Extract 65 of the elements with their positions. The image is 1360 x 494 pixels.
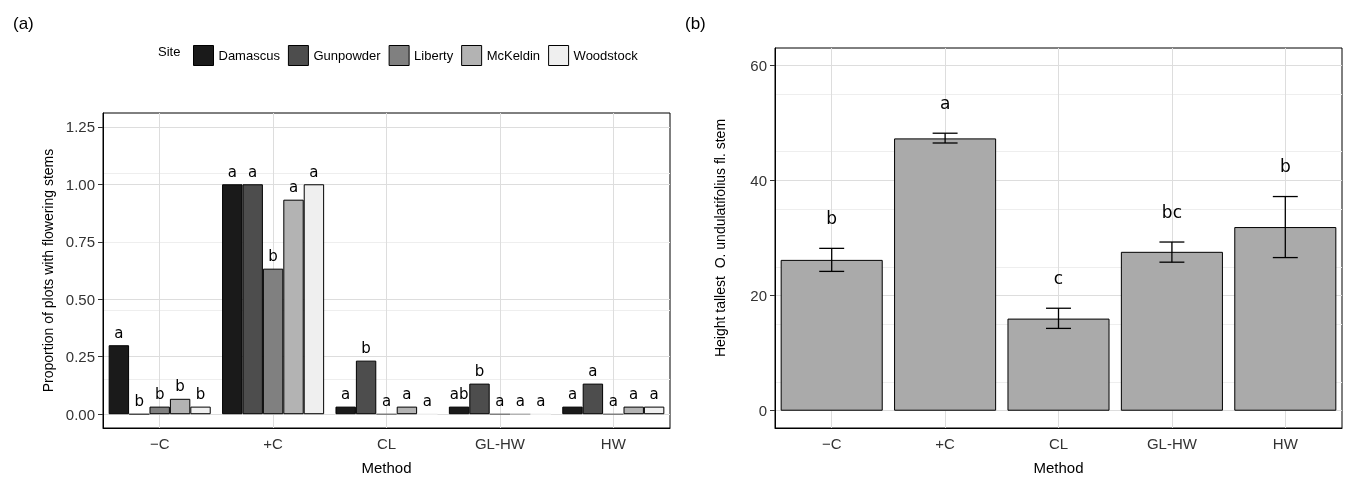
y-axis-title: Proportion of plots with flowering stems — [39, 148, 56, 393]
data-label: a — [588, 362, 598, 381]
data-label: a — [939, 92, 951, 113]
x-tick-label: HW — [1272, 435, 1299, 452]
data-label: a — [422, 391, 432, 410]
data-label: a — [495, 391, 505, 410]
data-label: b — [175, 377, 185, 396]
data-label: a — [567, 385, 578, 404]
x-tick-label: GL-HW — [1146, 435, 1198, 452]
data-label: c — [1053, 267, 1064, 288]
x-tick-label: +C — [263, 435, 284, 452]
y-tick-label: 0.25 — [65, 348, 95, 366]
legend-label: Woodstock — [573, 48, 639, 63]
bar — [894, 138, 997, 411]
y-tick-label: 1.00 — [65, 175, 95, 193]
data-label: b — [361, 339, 371, 358]
data-label: a — [536, 391, 546, 410]
x-tick-label: −C — [821, 435, 842, 452]
y-tick-label: 0.75 — [65, 233, 95, 251]
x-tick-label: CL — [376, 435, 397, 452]
chart-title: (a) — [13, 14, 34, 33]
x-tick-label: GL-HW — [474, 435, 526, 452]
y-tick-label: 20 — [750, 287, 767, 305]
data-label: a — [341, 385, 351, 404]
data-label: b — [154, 385, 165, 404]
data-label: b — [1279, 156, 1291, 177]
data-label: ab — [449, 385, 469, 404]
bar — [396, 406, 418, 415]
x-tick-label: +C — [935, 435, 956, 452]
y-tick-label: 60 — [750, 56, 767, 74]
x-tick-label: CL — [1048, 435, 1069, 452]
data-label: b — [474, 362, 485, 381]
legend-label: Liberty — [414, 48, 454, 63]
chart-title: (b) — [685, 14, 706, 33]
y-tick-label: 1.25 — [65, 118, 95, 136]
data-label: a — [227, 162, 237, 181]
x-tick-label: HW — [600, 435, 627, 452]
bar — [108, 345, 130, 415]
data-label: a — [381, 391, 392, 410]
data-label: a — [649, 385, 659, 404]
data-label: b — [195, 385, 206, 404]
data-label: bc — [1161, 201, 1182, 222]
y-axis-title: Height tallest O. undulatifolius fl. stem — [712, 118, 728, 358]
data-label: a — [114, 323, 124, 342]
legend-title: Site — [158, 44, 181, 59]
data-label: a — [402, 385, 412, 404]
data-label: a — [288, 178, 299, 197]
data-label: a — [248, 162, 258, 181]
data-label: a — [608, 391, 618, 410]
y-tick-label: 40 — [750, 171, 767, 189]
y-tick-label: 0.00 — [65, 405, 95, 423]
data-label: b — [268, 247, 278, 266]
data-label: b — [826, 207, 838, 228]
y-tick-label: 0 — [758, 402, 767, 420]
x-axis-title: Method — [1033, 459, 1084, 476]
data-label: a — [629, 385, 639, 404]
legend-label: Gunpowder — [313, 48, 382, 63]
legend-label: Damascus — [218, 48, 281, 63]
legend-label: McKeldin — [486, 48, 541, 63]
data-label: a — [515, 391, 525, 410]
x-axis-title: Method — [361, 459, 412, 476]
y-tick-label: 0.50 — [65, 290, 95, 308]
data-label: b — [134, 391, 145, 410]
x-tick-label: −C — [149, 435, 170, 452]
data-label: a — [309, 162, 319, 181]
